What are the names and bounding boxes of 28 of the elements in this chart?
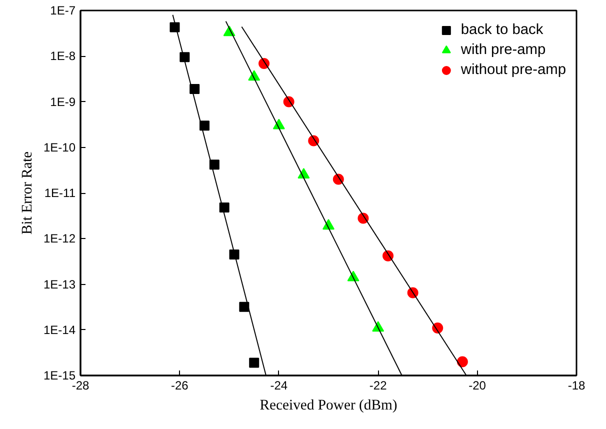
y-tick-label: 1E-9: [50, 94, 76, 109]
point: [190, 84, 200, 94]
y-axis-title: Bit Error Rate: [19, 151, 36, 235]
x-tick-label: -20: [468, 378, 486, 392]
legend-label: without pre-amp: [460, 62, 566, 78]
point: [209, 160, 220, 170]
x-axis-title: Received Power (dBm): [260, 398, 398, 414]
y-tick-label: 1E-11: [44, 186, 76, 200]
y-tick-label: 1E-14: [43, 322, 76, 337]
x-tick-label: -22: [369, 378, 388, 392]
point: [180, 52, 190, 62]
y-tick-label: 1E-13: [43, 277, 76, 292]
legend-label: back to back: [460, 22, 544, 38]
point: [249, 358, 260, 368]
point: [200, 120, 210, 131]
x-tick-label: -26: [171, 378, 189, 392]
x-tick-label: -18: [568, 378, 586, 392]
point: [239, 302, 250, 312]
y-tick-label: 1E-7: [50, 4, 76, 18]
point: [456, 356, 468, 368]
y-tick-label: 1E-10: [43, 140, 76, 154]
x-tick-label: -24: [270, 378, 288, 392]
y-tick-label: 1E-8: [50, 49, 76, 64]
point: [229, 249, 240, 260]
legend-label: with pre-amp: [460, 42, 546, 58]
y-tick-label: 1E-12: [43, 232, 76, 246]
point: [219, 202, 230, 213]
point: [170, 22, 180, 32]
